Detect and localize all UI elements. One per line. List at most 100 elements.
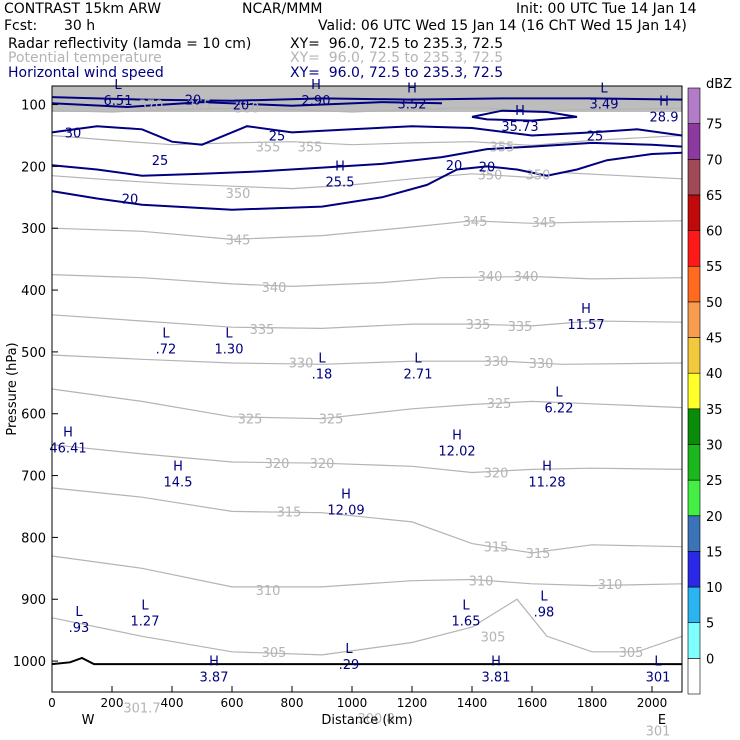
y-tick-label: 1000 xyxy=(13,655,46,670)
x-end-label-east: E xyxy=(658,713,666,728)
theta-label: 345 xyxy=(532,216,557,231)
theta-isentrope xyxy=(51,354,683,365)
extremum-kind: L xyxy=(141,599,149,614)
theta-label: 330 xyxy=(289,356,314,371)
extremum-value: 28.9 xyxy=(650,111,679,126)
extremum-kind: L xyxy=(318,351,326,366)
theta-label: 360 xyxy=(235,102,260,117)
theta-label: 330 xyxy=(529,357,554,372)
theta-label: 325 xyxy=(487,397,512,412)
extremum-kind: L xyxy=(114,78,122,93)
extremum-kind: H xyxy=(515,104,525,119)
theta-label: 305 xyxy=(481,630,506,645)
theta-label: 301.7 xyxy=(123,701,160,716)
extremum-value: 25.5 xyxy=(326,176,355,191)
extremum-value: 3.49 xyxy=(590,98,619,113)
extremum-value: 1.27 xyxy=(131,615,160,630)
theta-label: 365 xyxy=(187,99,212,114)
extremum-kind: L xyxy=(225,327,233,342)
colorbar-swatch xyxy=(687,444,701,481)
plot-frame xyxy=(51,85,683,693)
x-tick-label: 2000 xyxy=(637,696,668,710)
theta-isentrope xyxy=(51,220,683,241)
wind-label: 20 xyxy=(479,160,496,175)
theta-isentrope xyxy=(51,598,683,656)
x-end-label-west: W xyxy=(82,713,95,728)
colorbar-swatch xyxy=(687,586,701,624)
x-axis-label: Distance (km) xyxy=(321,713,412,728)
x-tick-label: 800 xyxy=(281,696,304,710)
extremum-value: 1.65 xyxy=(452,615,481,630)
colorbar-level: 60 xyxy=(706,225,723,240)
extremum-value: 12.09 xyxy=(327,503,364,518)
colorbar-swatch xyxy=(687,372,701,410)
extremum-kind: H xyxy=(311,78,321,93)
theta-label: 310 xyxy=(469,575,494,590)
colorbar-swatch xyxy=(687,265,701,303)
wind-contour xyxy=(51,141,683,177)
theta-isentrope xyxy=(51,274,683,288)
extremum-kind: L xyxy=(414,351,422,366)
valid-time: Valid: 06 UTC Wed 15 Jan 14 (16 ChT Wed … xyxy=(318,18,687,34)
theta-label: 370 xyxy=(139,99,164,114)
colorbar-swatch xyxy=(687,337,701,374)
y-tick-label: 800 xyxy=(21,531,46,546)
y-tick-label: 100 xyxy=(21,99,46,114)
extremum-kind: L xyxy=(75,605,83,620)
colorbar-swatch xyxy=(687,479,701,517)
colorbar-level: 70 xyxy=(706,153,723,168)
y-tick-label: 400 xyxy=(21,284,46,299)
theta-isentrope xyxy=(51,444,683,474)
extremum-kind: H xyxy=(209,654,219,669)
colorbar-swatch xyxy=(687,658,701,695)
extremum-value: .29 xyxy=(339,658,360,673)
y-tick-label: 500 xyxy=(21,346,46,361)
extremum-value: .93 xyxy=(69,621,90,636)
theta-label: 350 xyxy=(478,168,503,183)
extremum-value: 301 xyxy=(646,670,671,685)
init-time: Init: 00 UTC Tue 14 Jan 14 xyxy=(516,1,697,17)
theta-label: 340 xyxy=(478,270,503,285)
extremum-value: 2.90 xyxy=(302,94,331,109)
theta-isentrope xyxy=(51,314,683,330)
colorbar-swatch xyxy=(687,551,701,588)
colorbar-swatch xyxy=(687,123,701,160)
theta-label: 300.8 xyxy=(357,712,394,727)
x-tick-label: 1800 xyxy=(577,696,608,710)
extremum-kind: H xyxy=(659,95,669,110)
x-tick-label: 1000 xyxy=(337,696,368,710)
theta-label: 310 xyxy=(256,584,281,599)
extremum-kind: L xyxy=(555,385,563,400)
theta-isentrope xyxy=(51,555,683,588)
wind-label: 20 xyxy=(122,193,139,208)
colorbar-level: 15 xyxy=(706,545,723,560)
theta-label: 305 xyxy=(619,646,644,661)
theta-label: 310 xyxy=(598,578,623,593)
extremum-kind: L xyxy=(654,654,662,669)
extremum-value: 3.87 xyxy=(200,670,229,685)
field-xy-reflectivity: XY= 96.0, 72.5 to 235.3, 72.5 xyxy=(290,36,504,52)
colorbar-swatch xyxy=(687,158,701,196)
y-tick-label: 300 xyxy=(21,222,46,237)
field-name-wind: Horizontal wind speed xyxy=(8,65,164,81)
extremum-value: 2.71 xyxy=(404,367,433,382)
theta-isentrope xyxy=(51,106,683,113)
theta-label: 355 xyxy=(256,141,281,156)
field-name-theta: Potential temperature xyxy=(8,50,162,66)
extremum-kind: H xyxy=(63,425,73,440)
extremum-value: 11.57 xyxy=(567,318,604,333)
x-tick-label: 1400 xyxy=(457,696,488,710)
y-tick-label: 700 xyxy=(21,470,46,485)
theta-isentrope xyxy=(51,171,683,190)
theta-label: 335 xyxy=(466,318,491,333)
theta-label: 350 xyxy=(226,187,251,202)
colorbar-swatch xyxy=(687,408,701,445)
extremum-kind: H xyxy=(341,487,351,502)
colorbar-level: 10 xyxy=(706,581,723,596)
colorbar-swatch xyxy=(687,87,701,124)
theta-label: 320 xyxy=(265,457,290,472)
theta-label: 345 xyxy=(226,233,251,248)
theta-label: 345 xyxy=(463,215,488,230)
extremum-value: 6.22 xyxy=(545,401,574,416)
